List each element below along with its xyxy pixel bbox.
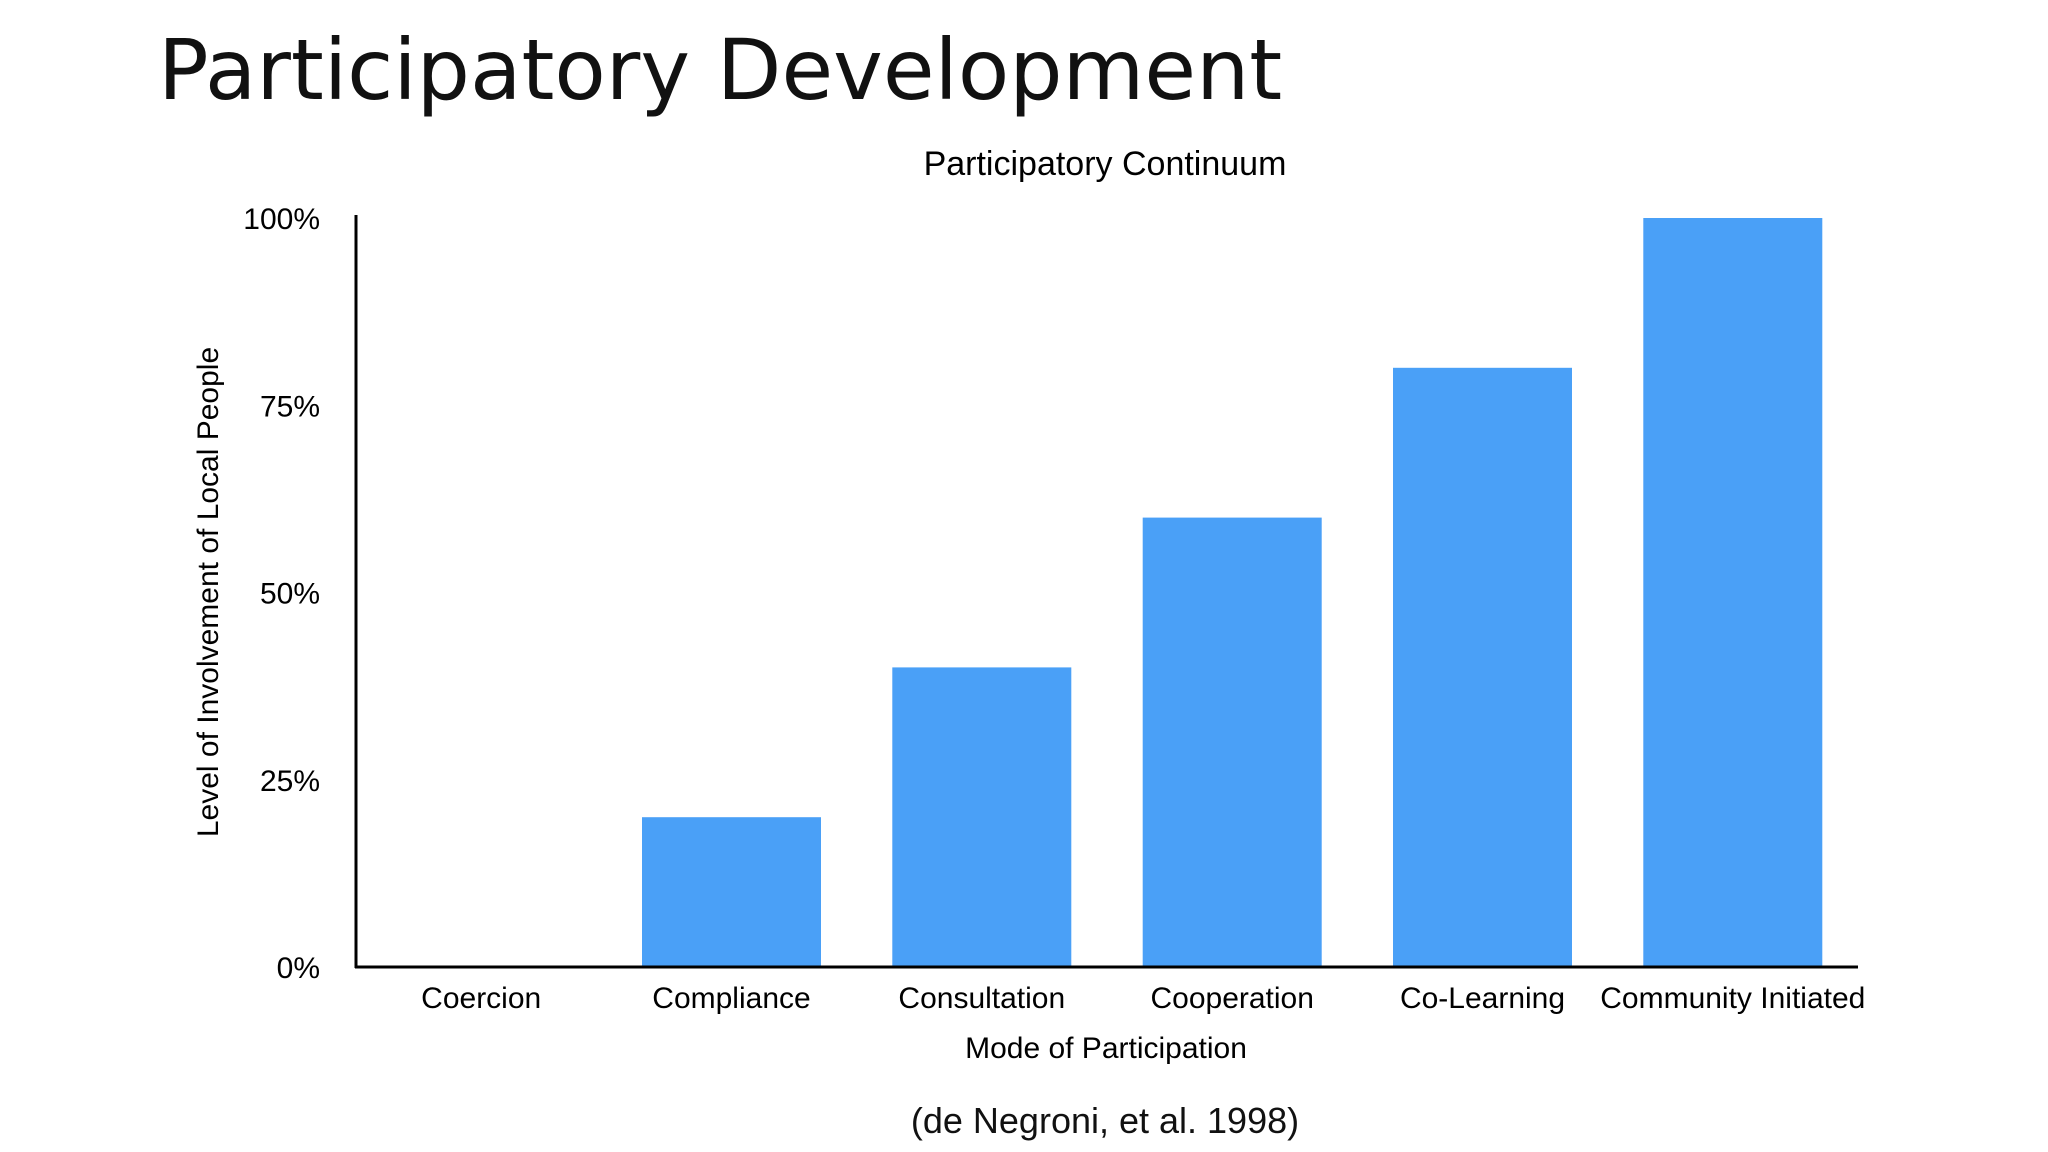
y-tick-label-25: 25%: [260, 765, 320, 798]
bar-community-initiated: [1643, 218, 1823, 967]
bar-consultation: [892, 667, 1072, 967]
x-tick-label-coercion: Coercion: [421, 982, 541, 1015]
x-tick-label-community-initiated: Community Initiated: [1600, 982, 1865, 1015]
y-tick-label-100: 100%: [243, 203, 320, 236]
y-axis-label: Level of Involvement of Local People: [192, 347, 225, 837]
citation: (de Negroni, et al. 1998): [910, 1100, 1300, 1141]
x-tick-label-compliance: Compliance: [652, 982, 810, 1015]
y-tick-labels: 0% 25% 50% 75% 100%: [243, 203, 320, 985]
bars-group: [642, 218, 1823, 967]
y-tick-label-50: 50%: [260, 578, 320, 611]
x-tick-label-consultation: Consultation: [898, 982, 1065, 1015]
x-axis-label: Mode of Participation: [965, 1032, 1247, 1065]
bar-co-learning: [1393, 367, 1572, 967]
chart-title: Participatory Continuum: [924, 145, 1287, 183]
slide-title: Participatory Development: [158, 21, 1283, 119]
x-tick-label-co-learning: Co-Learning: [1400, 982, 1565, 1015]
x-tick-labels: Coercion Compliance Consultation Cooperatio…: [421, 982, 1865, 1015]
bar-compliance: [642, 817, 821, 967]
x-tick-label-cooperation: Cooperation: [1150, 982, 1313, 1015]
y-tick-label-75: 75%: [260, 390, 320, 423]
y-tick-label-0: 0%: [277, 952, 320, 985]
bar-cooperation: [1142, 517, 1322, 967]
